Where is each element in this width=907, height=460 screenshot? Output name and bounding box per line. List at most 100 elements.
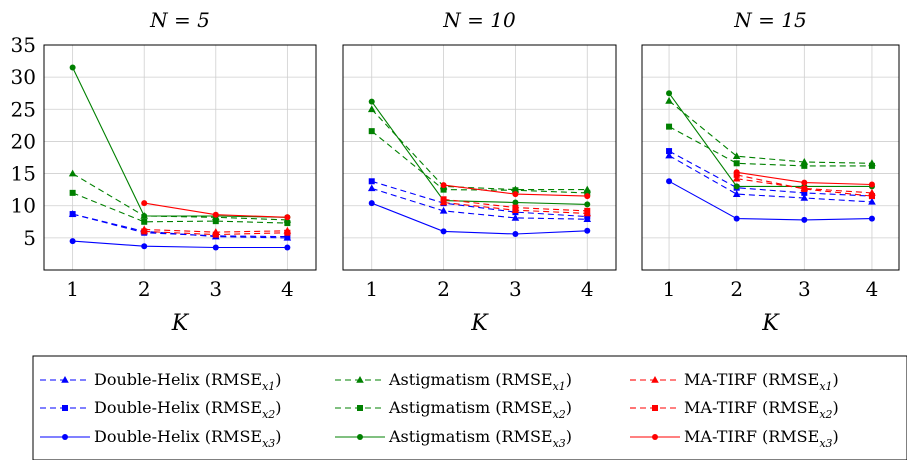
y-tick-label: 30: [11, 65, 36, 89]
legend-item: MA-TIRF (RMSEx1): [630, 370, 839, 393]
data-point: [440, 228, 447, 235]
series-2: [368, 178, 591, 220]
y-tick-label: 10: [11, 194, 36, 218]
legend-item: Astigmatism (RMSEx3): [335, 427, 572, 450]
data-point: [284, 229, 291, 236]
x-tick-label: 4: [581, 277, 594, 301]
series-5: [368, 128, 591, 196]
series-line: [72, 67, 288, 218]
legend-label-close: ): [275, 398, 281, 417]
legend-label-text: Double-Helix (RMSE: [94, 427, 262, 446]
data-point: [69, 238, 76, 245]
data-point: [666, 178, 673, 185]
data-point: [665, 151, 673, 159]
x-tick-label: 3: [509, 277, 522, 301]
series-4: [367, 105, 592, 193]
data-point: [665, 96, 673, 104]
data-point: [440, 196, 447, 203]
data-point: [801, 186, 808, 192]
legend-label-text: Astigmatism (RMSE: [388, 370, 553, 389]
legend: Double-Helix (RMSE x1) Astigmatism (RMSEx1…: [32, 355, 907, 460]
legend-label-close: ): [566, 427, 572, 446]
data-point: [732, 152, 741, 160]
data-point: [800, 194, 809, 201]
y-tick-label: 20: [11, 129, 36, 153]
legend-label: Double-Helix (RMSEx3): [94, 427, 282, 450]
series-line: [72, 240, 288, 249]
legend-label-text: Double-Helix (RMSE: [94, 398, 262, 417]
legend-label-subscript: x3: [262, 437, 275, 450]
x-tick-label: 1: [365, 277, 378, 301]
series-6: [69, 64, 291, 221]
x-tick-label: 2: [437, 277, 450, 301]
x-tick-label: 4: [866, 277, 879, 301]
data-point: [666, 148, 673, 155]
data-point: [868, 193, 875, 200]
legend-label: MA-TIRF (RMSEx1): [684, 370, 839, 393]
series-line: [668, 155, 872, 203]
x-tick-label: 2: [138, 277, 151, 301]
series-line: [72, 213, 288, 238]
data-point: [368, 128, 375, 135]
series-line: [72, 173, 288, 221]
data-point: [367, 105, 376, 113]
data-point: [284, 244, 291, 251]
legend-label-subscript: x1: [553, 380, 566, 393]
series-line: [72, 192, 288, 224]
data-point: [212, 244, 219, 251]
series-8: [440, 196, 591, 214]
series-line: [668, 100, 872, 164]
plot-frame: [342, 44, 617, 271]
legend-label-close: ): [833, 370, 839, 389]
panel-title: N = 10: [442, 8, 516, 32]
data-point: [868, 215, 875, 222]
legend-label-close: ): [275, 427, 281, 446]
legend-label: Astigmatism (RMSEx3): [388, 427, 572, 450]
plot-frame: [43, 44, 317, 271]
x-tick-label: 2: [730, 277, 743, 301]
legend-label-subscript: x2: [819, 408, 832, 421]
y-tick-label: 35: [11, 33, 36, 57]
series-1: [665, 151, 876, 205]
data-point: [141, 200, 148, 207]
data-point: [666, 123, 673, 130]
series-line: [668, 92, 872, 187]
data-point: [512, 199, 519, 206]
legend-marker: [357, 405, 363, 411]
data-point: [212, 211, 219, 218]
legend-item: Double-Helix (RMSEx2): [40, 398, 282, 421]
legend-label-text: MA-TIRF (RMSE: [684, 398, 819, 417]
data-point: [368, 178, 375, 185]
data-point: [801, 189, 808, 196]
data-point: [584, 227, 591, 234]
data-point: [733, 169, 740, 176]
legend-label: Astigmatism (RMSEx1): [388, 370, 572, 393]
panel-3: 1 2 3 4 N = 15 K: [641, 8, 900, 336]
data-point: [666, 90, 673, 97]
series-line: [371, 130, 588, 194]
series-line: [371, 187, 588, 220]
series-8: [141, 228, 291, 238]
data-point: [584, 213, 591, 220]
legend-marker: [652, 434, 658, 440]
legend-label-close: ): [833, 398, 839, 417]
data-point: [69, 211, 76, 218]
legend-label-close: ): [833, 427, 839, 446]
data-point: [801, 216, 808, 223]
series-9: [733, 169, 875, 188]
data-point: [732, 174, 741, 182]
data-point: [801, 162, 808, 169]
legend-label-close: ): [275, 370, 281, 389]
legend-label-text: Astigmatism (RMSE: [388, 398, 553, 417]
x-tick-label: 4: [281, 277, 294, 301]
data-point: [733, 215, 740, 222]
series-1: [367, 184, 592, 223]
data-point: [439, 206, 448, 214]
data-point: [868, 197, 876, 205]
series-line: [371, 180, 588, 218]
series-5: [69, 189, 291, 227]
data-point: [733, 183, 740, 190]
panel-title: N = 15: [733, 8, 806, 32]
data-point: [584, 193, 591, 200]
legend-label-subscript: x2: [262, 408, 275, 421]
